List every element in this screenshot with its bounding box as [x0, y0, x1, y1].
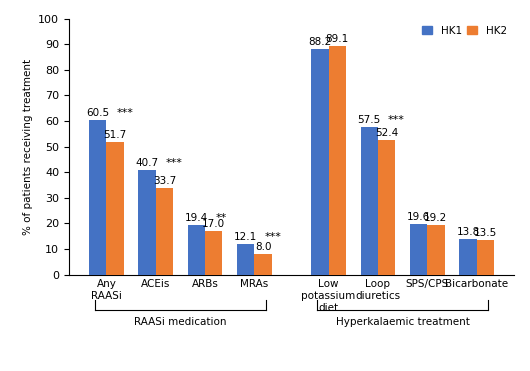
Text: ***: ***	[166, 158, 183, 168]
Text: 19.6: 19.6	[407, 212, 430, 222]
Bar	[107, 142, 123, 275]
Text: 13.8: 13.8	[456, 227, 480, 237]
Text: ***: ***	[388, 115, 405, 125]
Bar	[378, 140, 395, 275]
Text: 8.0: 8.0	[255, 242, 271, 252]
Y-axis label: % of patients receiving treatment: % of patients receiving treatment	[23, 59, 33, 234]
Text: 17.0: 17.0	[202, 219, 225, 229]
Bar	[254, 254, 272, 275]
Bar	[427, 226, 445, 275]
Bar	[311, 49, 329, 275]
Text: 12.1: 12.1	[234, 232, 258, 242]
Bar	[237, 244, 254, 275]
Text: 57.5: 57.5	[358, 115, 381, 125]
Legend: HK1, HK2: HK1, HK2	[420, 24, 509, 38]
Text: 19.2: 19.2	[424, 213, 447, 223]
Text: RAASi medication: RAASi medication	[134, 317, 227, 327]
Text: 19.4: 19.4	[185, 213, 208, 223]
Bar	[156, 188, 173, 275]
Bar	[329, 46, 346, 275]
Bar	[205, 231, 223, 275]
Text: Hyperkalaemic treatment: Hyperkalaemic treatment	[335, 317, 470, 327]
Bar	[188, 225, 205, 275]
Bar	[138, 170, 156, 275]
Bar	[476, 240, 494, 275]
Text: ***: ***	[264, 232, 281, 242]
Bar	[410, 224, 427, 275]
Text: 13.5: 13.5	[474, 228, 497, 238]
Bar	[460, 239, 476, 275]
Text: 52.4: 52.4	[375, 128, 398, 138]
Text: ***: ***	[117, 108, 134, 118]
Text: 33.7: 33.7	[153, 176, 176, 186]
Text: 89.1: 89.1	[325, 35, 349, 45]
Text: **: **	[215, 213, 226, 223]
Text: 88.2: 88.2	[308, 37, 331, 47]
Text: 60.5: 60.5	[86, 108, 109, 118]
Text: 40.7: 40.7	[136, 158, 158, 168]
Bar	[360, 127, 378, 275]
Text: 51.7: 51.7	[103, 130, 127, 140]
Bar	[89, 120, 107, 275]
